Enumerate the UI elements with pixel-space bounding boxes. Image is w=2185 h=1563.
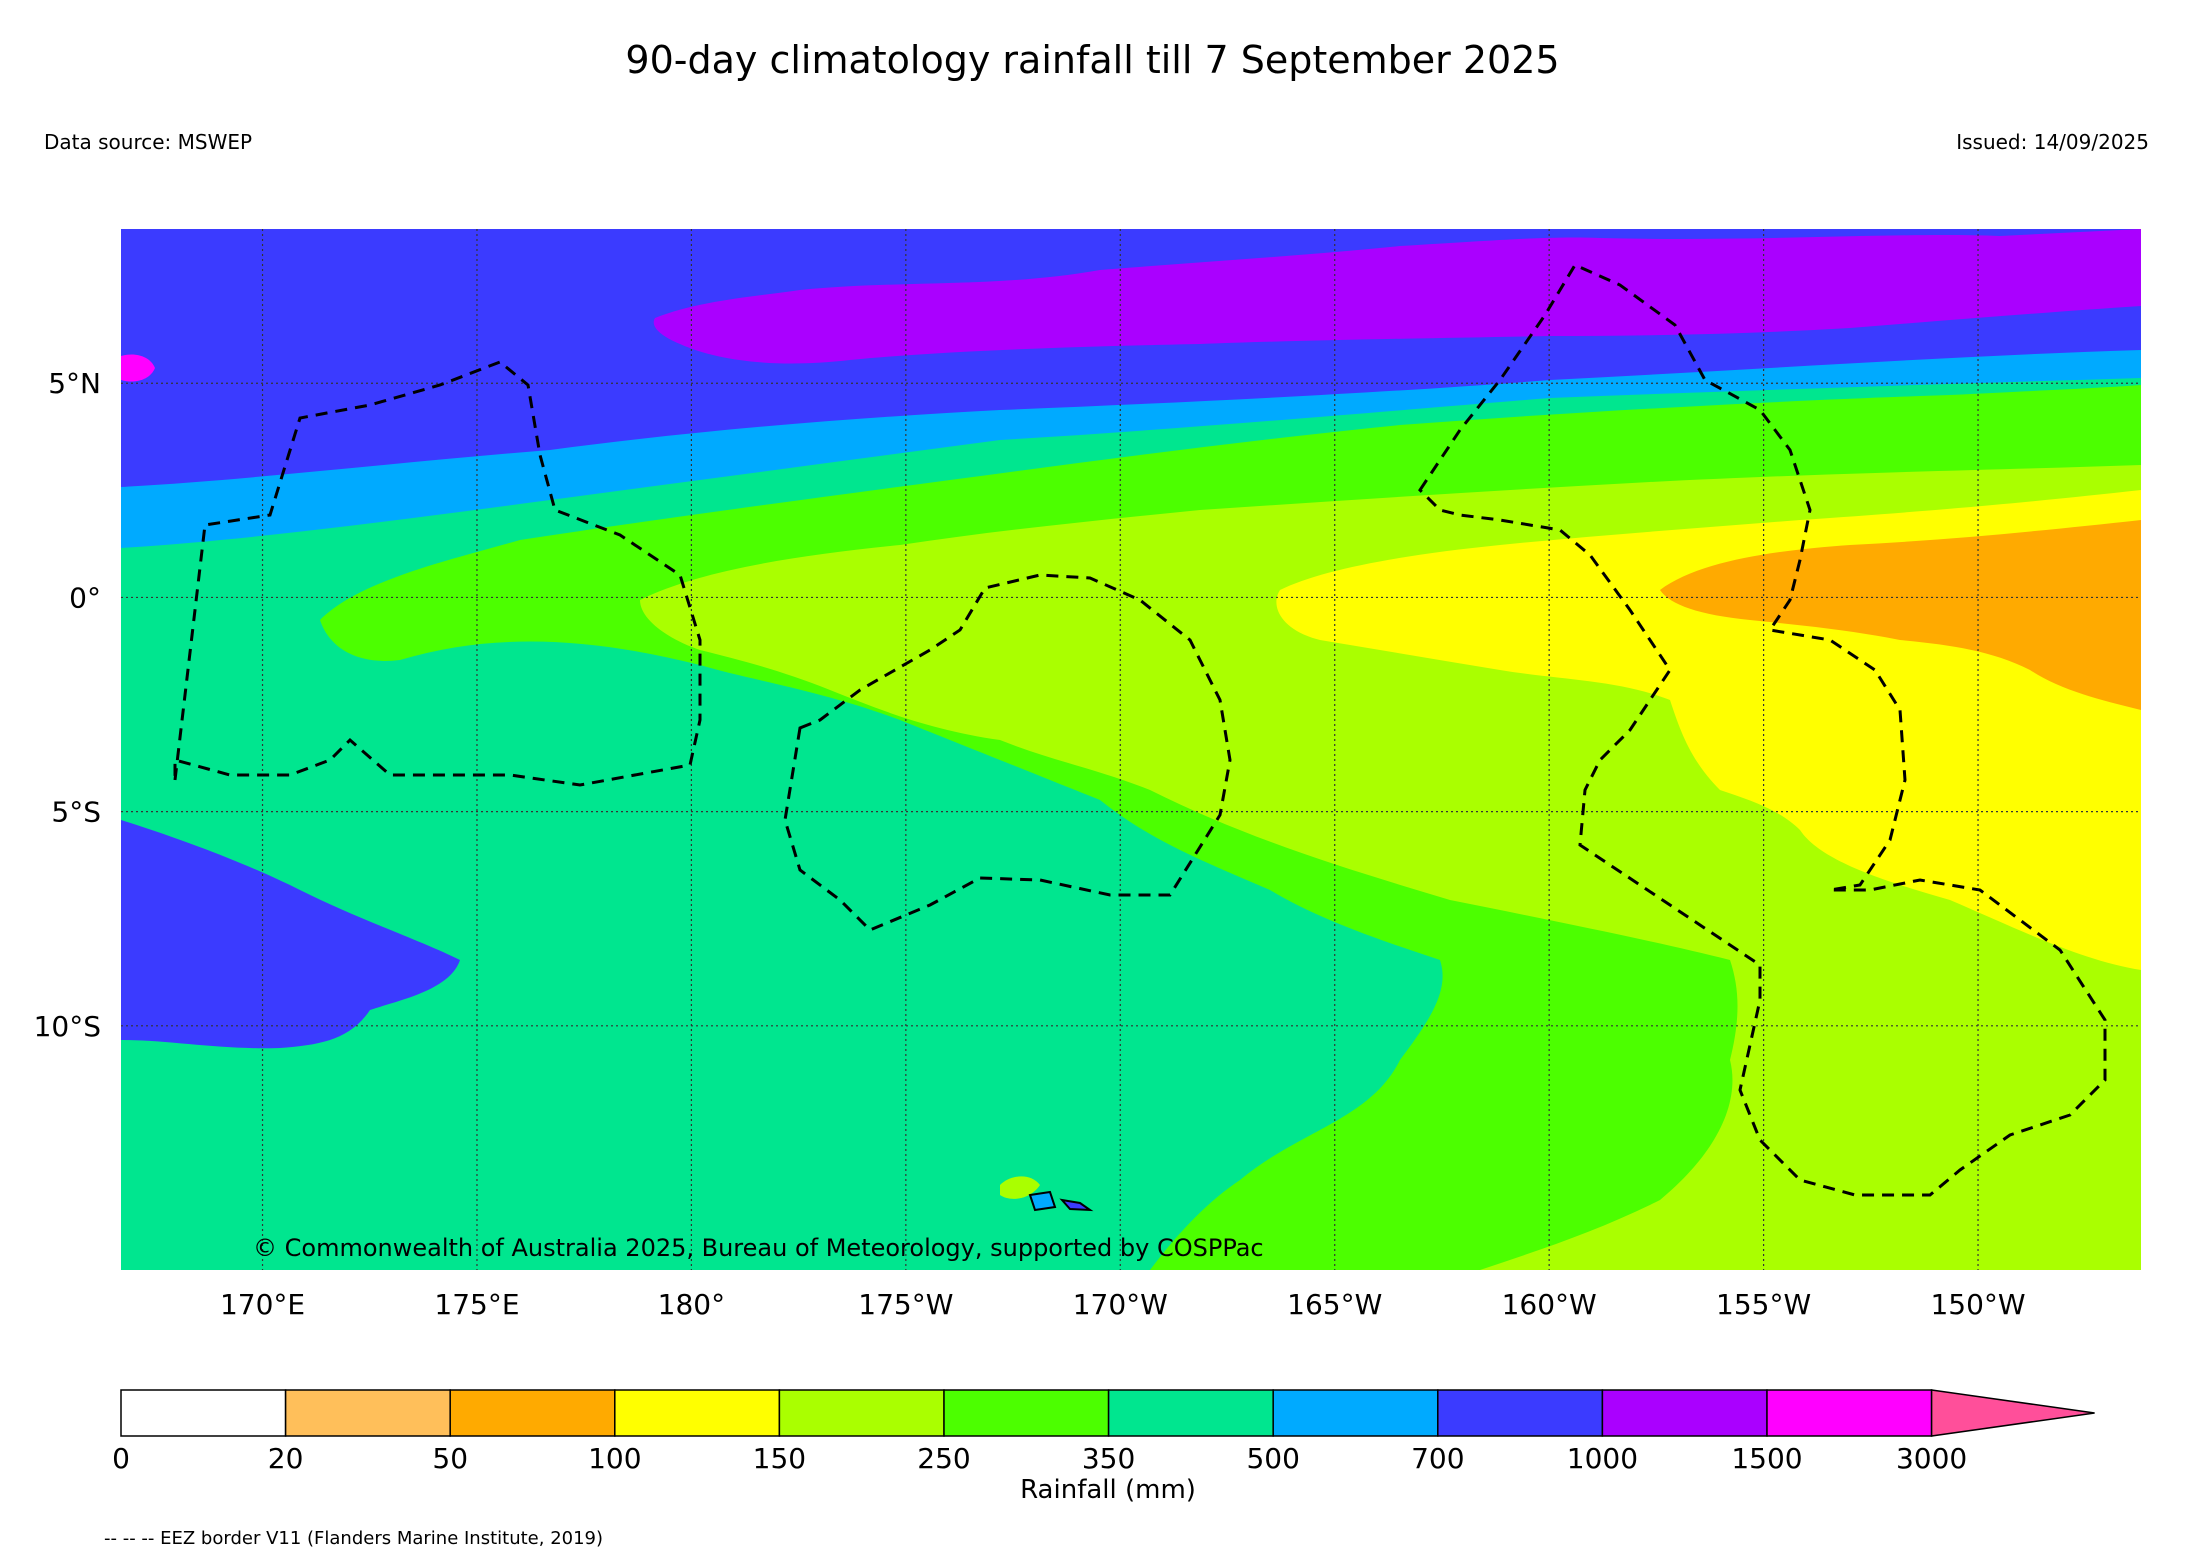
y-tick-label: 5°S [51, 796, 101, 829]
y-axis-ticks: 5°N 0° 5°S 10°S [34, 367, 101, 1043]
colorbar-tick-label: 250 [917, 1442, 970, 1475]
colorbar-extend-arrow [1930, 1389, 2095, 1437]
x-tick-label: 170°W [1073, 1288, 1168, 1321]
island-patch [1000, 1176, 1040, 1199]
colorbar-tick-label: 50 [432, 1442, 468, 1475]
x-tick-label: 150°W [1930, 1288, 2025, 1321]
colorbar-swatch [1107, 1389, 1274, 1437]
eez-tuvalu-kiribati-west [173, 360, 702, 787]
eez-tokelau [783, 573, 1232, 932]
colorbar-label: Rainfall (mm) [1020, 1475, 1196, 1505]
colorbar-swatch [778, 1389, 945, 1437]
rainfall-map-area: © Commonwealth of Australia 2025, Bureau… [121, 229, 2141, 1270]
colorbar-tick-label: 1000 [1567, 1442, 1638, 1475]
colorbar-tick-label: 20 [268, 1442, 304, 1475]
rain-band-700-1000-south [121, 820, 460, 1049]
x-tick-label: 180° [658, 1288, 725, 1321]
colorbar-tick-label: 150 [753, 1442, 806, 1475]
colorbar-tick-label: 700 [1411, 1442, 1464, 1475]
colorbar-tick-label: 0 [112, 1442, 130, 1475]
x-tick-label: 175°E [434, 1288, 519, 1321]
data-source-label: Data source: MSWEP [44, 130, 253, 154]
colorbar-swatch [1272, 1389, 1439, 1437]
x-axis-ticks: 170°E 175°E 180° 175°W 170°W 165°W 160°W 155°W 1… [220, 1288, 2026, 1321]
colorbar-tick-label: 1500 [1731, 1442, 1802, 1475]
y-tick-label: 10°S [34, 1010, 101, 1043]
y-tick-label: 5°N [48, 367, 101, 400]
colorbar-swatch [943, 1389, 1110, 1437]
rain-band-1000-1500 [653, 229, 2141, 364]
colorbar-swatch [614, 1389, 781, 1437]
colorbar-swatch [1437, 1389, 1604, 1437]
x-tick-label: 165°W [1287, 1288, 1382, 1321]
rain-band-50-100 [1660, 520, 2141, 710]
eez-borders [173, 263, 2107, 1197]
colorbar-swatch [1766, 1389, 1933, 1437]
colorbar-swatch [120, 1389, 287, 1437]
x-tick-label: 175°W [858, 1288, 953, 1321]
eez-border-note: -- -- -- EEZ border V11 (Flanders Marine… [104, 1528, 604, 1549]
colorbar-tick-label: 350 [1082, 1442, 1135, 1475]
x-tick-label: 170°E [220, 1288, 305, 1321]
x-tick-label: 160°W [1502, 1288, 1597, 1321]
issued-date-label: Issued: 14/09/2025 [1956, 130, 2149, 154]
island-outline [1028, 1190, 1057, 1212]
colorbar-swatch [449, 1389, 616, 1437]
eez-kiribati-line-islands [1418, 263, 2107, 1197]
x-tick-label: 155°W [1716, 1288, 1811, 1321]
copyright-notice: © Commonwealth of Australia 2025, Bureau… [253, 1234, 1264, 1262]
colorbar: 0 20 50 100 150 250 350 500 700 1000 1500 3000 [112, 1389, 2095, 1475]
colorbar-tick-label: 3000 [1896, 1442, 1967, 1475]
colorbar-tick-label: 500 [1246, 1442, 1299, 1475]
colorbar-swatch [1601, 1389, 1768, 1437]
y-tick-label: 0° [69, 581, 101, 614]
colorbar-tick-label: 100 [588, 1442, 641, 1475]
map-title: 90-day climatology rainfall till 7 Septe… [625, 38, 1560, 82]
colorbar-swatch [284, 1389, 451, 1437]
rain-band-1500-3000 [121, 354, 155, 382]
island-outline-2 [1059, 1198, 1094, 1212]
